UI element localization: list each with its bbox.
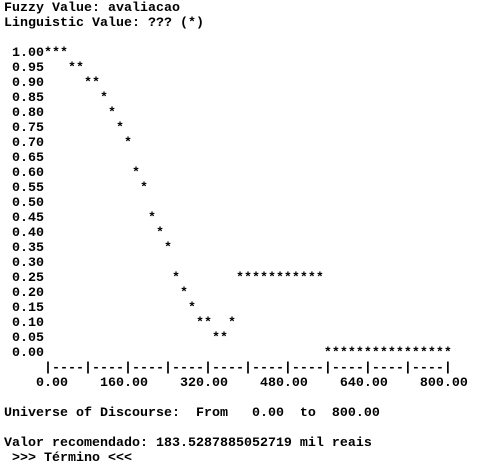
plot-line: 0.85 *	[4, 91, 108, 106]
plot-line: 0.90 **	[4, 76, 100, 91]
plot-line: 0.20 *	[4, 286, 188, 301]
header-line: Linguistic Value: ??? (*)	[4, 16, 204, 31]
plot-line: 0.30	[4, 256, 44, 271]
plot-line: 0.00 ****************	[4, 346, 452, 361]
plot-line: 0.15 *	[4, 301, 196, 316]
end-message: >>> Término <<<	[4, 451, 132, 466]
plot-line: 0.50	[4, 196, 44, 211]
plot-line: 0.55 *	[4, 181, 148, 196]
ascii-plot: 1.00*** 0.95 ** 0.90 ** 0.85 * 0.80 * 0.…	[4, 46, 479, 391]
plot-line: 0.10 ** *	[4, 316, 236, 331]
plot-line: 0.75 *	[4, 121, 124, 136]
result: Valor recomendado: 183.5287885052719 mil…	[4, 436, 372, 451]
plot-line: 0.95 **	[4, 61, 84, 76]
plot-line: 0.45 *	[4, 211, 156, 226]
universe: Universe of Discourse: From 0.00 to 800.…	[4, 406, 380, 421]
plot-line: 0.25 * ***********	[4, 271, 324, 286]
plot-line: 0.60 *	[4, 166, 140, 181]
header-line: Fuzzy Value: avaliacao	[4, 1, 180, 16]
plot-line: 0.40 *	[4, 226, 164, 241]
plot-line: 0.35 *	[4, 241, 172, 256]
plot-line: 0.65	[4, 151, 44, 166]
header: Fuzzy Value: avaliacao Linguistic Value: …	[4, 1, 479, 31]
plot-line: 1.00***	[4, 46, 68, 61]
plot-line: 0.00 160.00 320.00 480.00 640.00 800.00	[4, 376, 468, 391]
plot-line: |----|----|----|----|----|----|----|----…	[4, 361, 452, 376]
plot-line: 0.80 *	[4, 106, 116, 121]
plot-line: 0.05 **	[4, 331, 228, 346]
plot-line: 0.70 *	[4, 136, 132, 151]
